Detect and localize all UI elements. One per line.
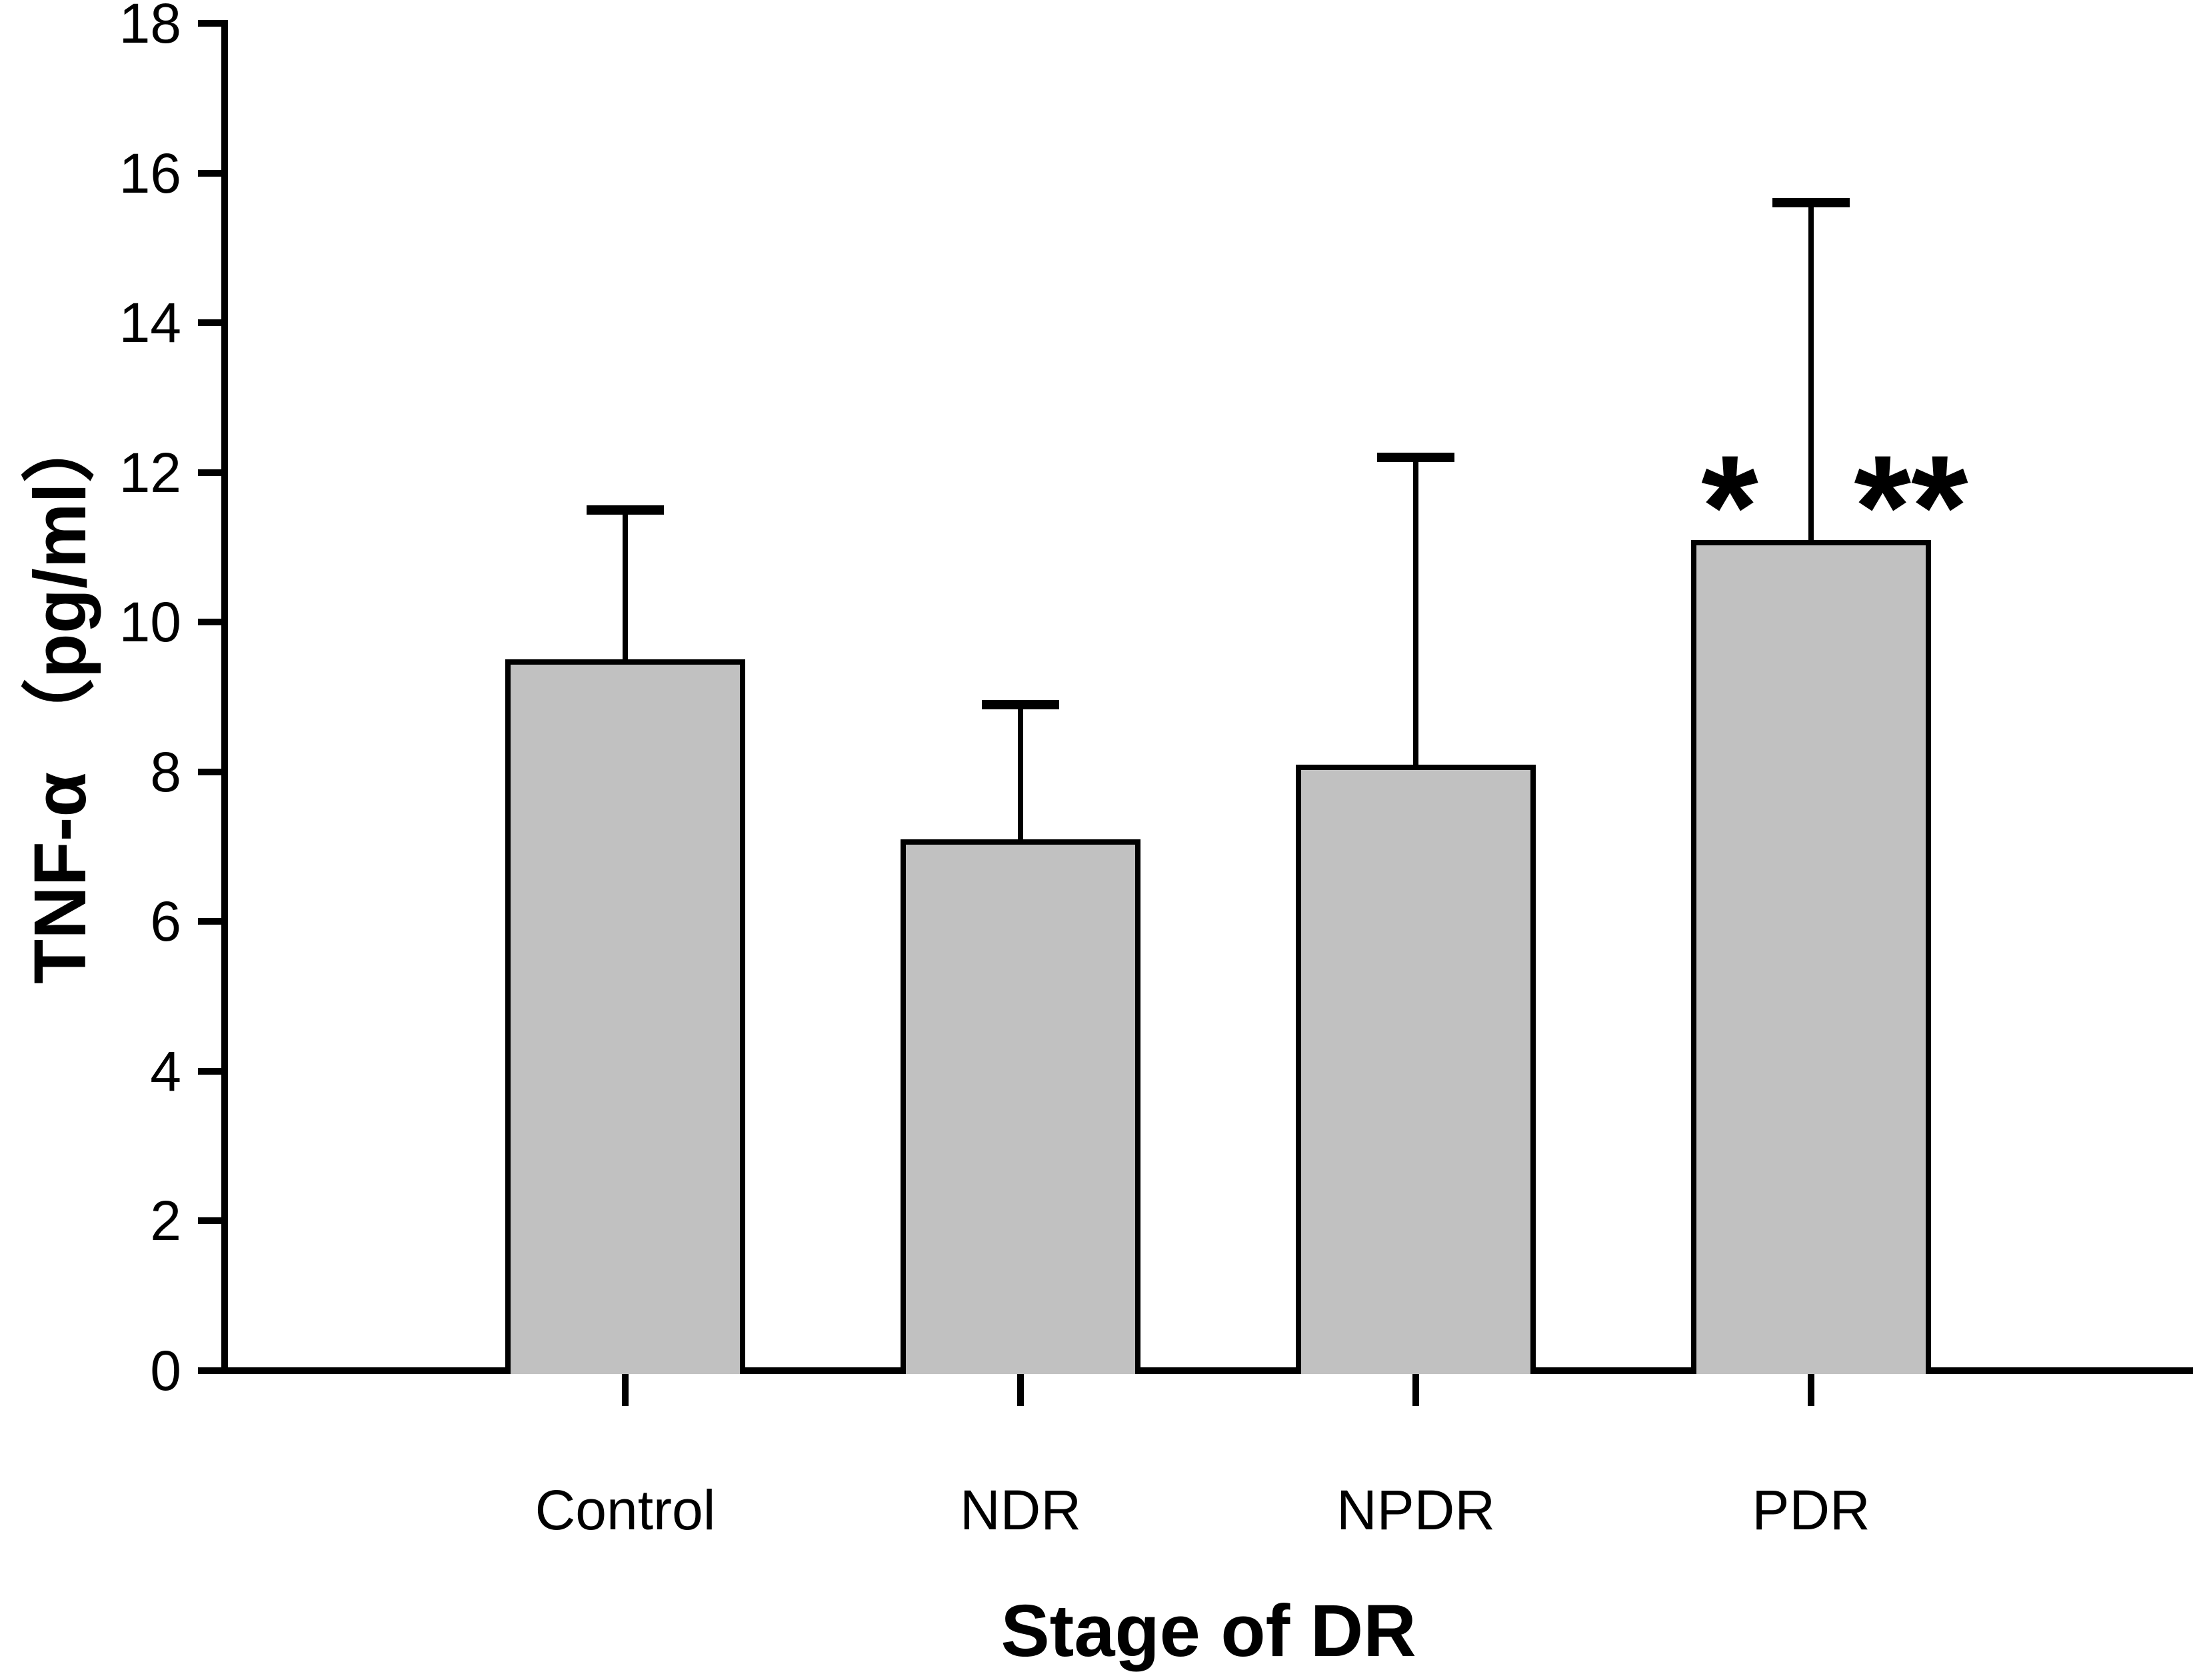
x-tick-pdr <box>1808 1374 1814 1406</box>
y-tick-label-10: 10 <box>119 591 181 653</box>
error-bar-line-control <box>623 510 628 659</box>
error-bar-cap-pdr <box>1772 198 1850 207</box>
x-axis-line <box>221 1367 2193 1374</box>
x-tick-npdr <box>1412 1374 1419 1406</box>
category-label-control: Control <box>535 1479 716 1541</box>
x-tick-control <box>622 1374 629 1406</box>
category-label-pdr: PDR <box>1752 1479 1870 1541</box>
y-axis-title: TNF-α （pg/ml） <box>19 409 101 984</box>
category-label-ndr: NDR <box>960 1479 1081 1541</box>
y-tick-14 <box>198 319 225 326</box>
y-tick-6 <box>198 918 225 925</box>
y-axis-line <box>221 20 228 1374</box>
y-tick-16 <box>198 170 225 177</box>
error-bar-line-npdr <box>1413 457 1418 765</box>
bar-pdr <box>1691 540 1931 1374</box>
category-label-npdr: NPDR <box>1336 1479 1495 1541</box>
y-tick-10 <box>198 619 225 625</box>
error-bar-cap-control <box>587 505 664 515</box>
y-tick-label-16: 16 <box>119 142 181 205</box>
error-bar-line-ndr <box>1018 705 1023 839</box>
y-tick-label-4: 4 <box>150 1040 181 1103</box>
significance-marker-2: ** <box>1854 425 1968 589</box>
bar-ndr <box>901 839 1140 1374</box>
x-axis-title: Stage of DR <box>1001 1590 1416 1672</box>
bar-npdr <box>1296 765 1536 1374</box>
y-tick-18 <box>198 20 225 27</box>
error-bar-line-pdr <box>1808 203 1814 540</box>
y-tick-8 <box>198 769 225 775</box>
bar-control <box>505 659 745 1374</box>
y-tick-label-12: 12 <box>119 441 181 504</box>
y-tick-label-14: 14 <box>119 291 181 354</box>
y-tick-12 <box>198 469 225 476</box>
error-bar-cap-npdr <box>1377 453 1454 462</box>
significance-marker-1: * <box>1701 425 1758 589</box>
error-bar-cap-ndr <box>982 700 1059 709</box>
y-tick-2 <box>198 1217 225 1224</box>
y-tick-label-18: 18 <box>119 0 181 55</box>
y-tick-label-6: 6 <box>150 890 181 953</box>
y-tick-label-0: 0 <box>150 1339 181 1402</box>
y-tick-label-2: 2 <box>150 1189 181 1252</box>
y-tick-4 <box>198 1068 225 1075</box>
y-tick-0 <box>198 1367 225 1374</box>
y-tick-label-8: 8 <box>150 741 181 803</box>
x-tick-ndr <box>1017 1374 1024 1406</box>
